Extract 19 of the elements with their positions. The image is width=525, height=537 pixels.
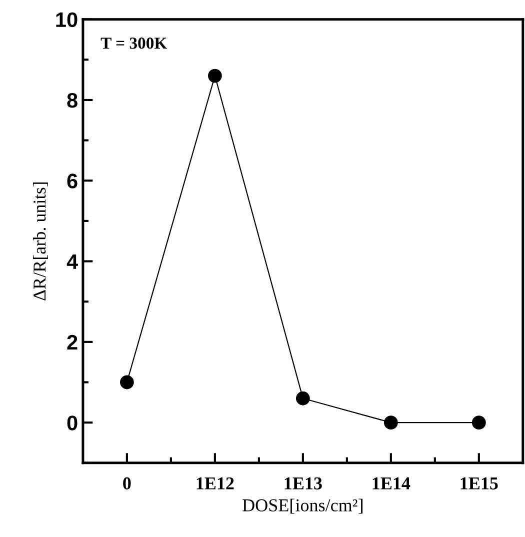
- x-tick-label: 1E14: [372, 477, 410, 490]
- x-axis-title: DOSE[ions/cm²]: [242, 498, 362, 514]
- y-tick-label: 0: [67, 416, 78, 430]
- y-axis-title: ΔR/R[arb. units]: [32, 182, 48, 300]
- y-tick-label: 4: [66, 254, 78, 269]
- annotation: T = 300K: [100, 38, 168, 49]
- point: [472, 416, 486, 430]
- x-tick-label: 1E13: [284, 477, 322, 490]
- x-tick-label: 0: [123, 477, 131, 490]
- point: [384, 416, 398, 430]
- y-tick-label: 2: [67, 334, 78, 350]
- point: [296, 391, 310, 406]
- x-tick-label: 1E15: [460, 477, 498, 490]
- y-tick-label: 10: [56, 12, 78, 28]
- y-tick-label: 6: [67, 174, 78, 188]
- x-tick-label: 1E12: [196, 477, 234, 490]
- point: [120, 375, 134, 390]
- y-tick-label: 8: [67, 92, 78, 108]
- point: [208, 68, 222, 83]
